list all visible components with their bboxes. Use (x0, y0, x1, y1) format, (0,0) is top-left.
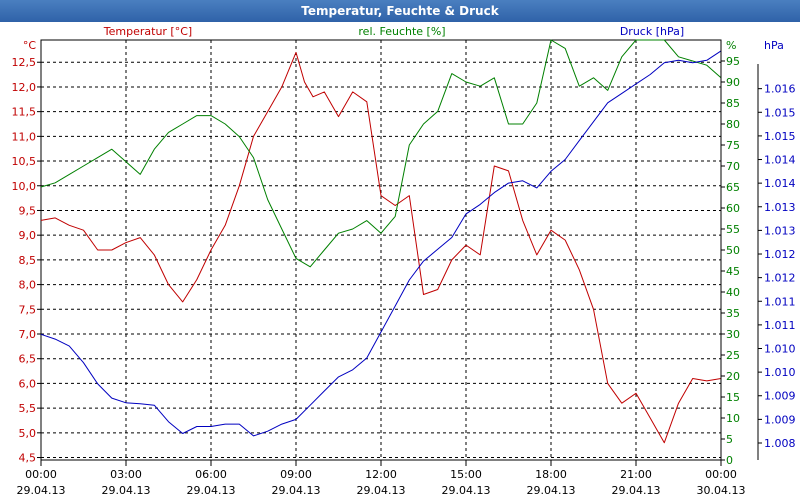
temperature-tick-label: 11,5 (12, 106, 37, 119)
temperature-tick-label: 5,5 (19, 402, 37, 415)
humidity-tick-label: 15 (726, 391, 740, 404)
temperature-tick-label: 8,0 (19, 279, 37, 292)
temperature-tick-label: 6,5 (19, 353, 37, 366)
series-layer (40, 39, 722, 444)
humidity-tick-label: 80 (726, 118, 740, 131)
humidity-tick-label: 35 (726, 307, 740, 320)
humidity-tick-label: 50 (726, 244, 740, 257)
pressure-tick-label: 1.011 (764, 295, 796, 308)
x-tick-date-label: 30.04.13 (697, 484, 746, 497)
labels-layer: 00:00 29.04.13 03:00 29.04.13 06:00 29.04.13 0… (12, 25, 796, 497)
axes-layer (37, 40, 762, 466)
temperature-tick-label: 7,5 (19, 303, 37, 316)
pressure-tick-label: 1.015 (764, 130, 796, 143)
humidity-tick-label: 40 (726, 286, 740, 299)
humidity-tick-label: 85 (726, 97, 740, 110)
pressure-tick-label: 1.014 (764, 154, 796, 167)
pressure-tick-label: 1.011 (764, 319, 796, 332)
temperature-tick-label: 9,5 (19, 204, 37, 217)
temperature-tick-label: 6,0 (19, 377, 37, 390)
x-tick-date-label: 29.04.13 (17, 484, 66, 497)
temperature-tick-label: 8,5 (19, 254, 37, 267)
x-tick-date-label: 29.04.13 (442, 484, 491, 497)
humidity-tick-label: 60 (726, 202, 740, 215)
chart-area: 00:00 29.04.13 03:00 29.04.13 06:00 29.04.13 0… (0, 22, 800, 500)
pressure-tick-label: 1.010 (764, 366, 796, 379)
humidity-tick-label: 65 (726, 181, 740, 194)
x-tick-time-label: 15:00 (450, 468, 482, 481)
pressure-tick-label: 1.013 (764, 201, 796, 214)
x-tick-time-label: 06:00 (195, 468, 227, 481)
x-tick-time-label: 18:00 (535, 468, 567, 481)
pressure-tick-label: 1.010 (764, 343, 796, 356)
humidity-series-line (40, 39, 722, 268)
temperature-tick-label: 7,0 (19, 328, 37, 341)
humidity-tick-label: 30 (726, 328, 740, 341)
x-tick-time-label: 00:00 (705, 468, 737, 481)
window-title: Temperatur, Feuchte & Druck (0, 0, 800, 22)
temperature-tick-label: 9,0 (19, 229, 37, 242)
temperature-tick-label: 5,0 (19, 427, 37, 440)
temperature-tick-label: 10,5 (12, 155, 37, 168)
pressure-axis-title: Druck [hPa] (620, 25, 684, 38)
pressure-tick-label: 1.013 (764, 224, 796, 237)
pressure-tick-label: 1.009 (764, 390, 796, 403)
temperature-tick-label: 10,0 (12, 180, 37, 193)
chart-svg: 00:00 29.04.13 03:00 29.04.13 06:00 29.04.13 0… (12, 25, 796, 497)
pressure-tick-label: 1.014 (764, 177, 796, 190)
humidity-tick-label: 5 (726, 433, 733, 446)
x-tick-time-label: 03:00 (110, 468, 142, 481)
humidity-tick-label: 10 (726, 412, 740, 425)
humidity-tick-label: 45 (726, 265, 740, 278)
pressure-tick-label: 1.009 (764, 413, 796, 426)
x-tick-time-label: 12:00 (365, 468, 397, 481)
humidity-tick-label: 0 (726, 454, 733, 467)
x-tick-time-label: 21:00 (620, 468, 652, 481)
humidity-unit-label: % (726, 39, 736, 52)
pressure-tick-label: 1.008 (764, 437, 796, 450)
pressure-series-line (40, 50, 722, 437)
humidity-tick-label: 95 (726, 55, 740, 68)
temperature-series-line (40, 51, 722, 444)
x-tick-date-label: 29.04.13 (272, 484, 321, 497)
humidity-tick-label: 90 (726, 76, 740, 89)
humidity-tick-label: 20 (726, 370, 740, 383)
temperature-tick-label: 12,0 (12, 81, 37, 94)
humidity-tick-label: 75 (726, 139, 740, 152)
temperature-tick-label: 4,5 (19, 452, 37, 465)
humidity-tick-label: 70 (726, 160, 740, 173)
x-tick-time-label: 00:00 (25, 468, 57, 481)
pressure-tick-label: 1.012 (764, 272, 796, 285)
temperature-tick-label: 11,0 (12, 130, 37, 143)
humidity-tick-label: 55 (726, 223, 740, 236)
humidity-axis-title: rel. Feuchte [%] (358, 25, 445, 38)
x-tick-date-label: 29.04.13 (357, 484, 406, 497)
pressure-tick-label: 1.015 (764, 106, 796, 119)
pressure-unit-label: hPa (764, 39, 784, 52)
x-tick-date-label: 29.04.13 (527, 484, 576, 497)
x-tick-date-label: 29.04.13 (187, 484, 236, 497)
x-tick-time-label: 09:00 (280, 468, 312, 481)
x-tick-date-label: 29.04.13 (102, 484, 151, 497)
pressure-tick-label: 1.016 (764, 83, 796, 96)
pressure-tick-label: 1.012 (764, 248, 796, 261)
temperature-tick-label: 12,5 (12, 56, 37, 69)
temperature-unit-label: °C (23, 39, 37, 52)
humidity-tick-label: 25 (726, 349, 740, 362)
x-tick-date-label: 29.04.13 (612, 484, 661, 497)
temperature-axis-title: Temperatur [°C] (103, 25, 192, 38)
grid (40, 39, 722, 461)
